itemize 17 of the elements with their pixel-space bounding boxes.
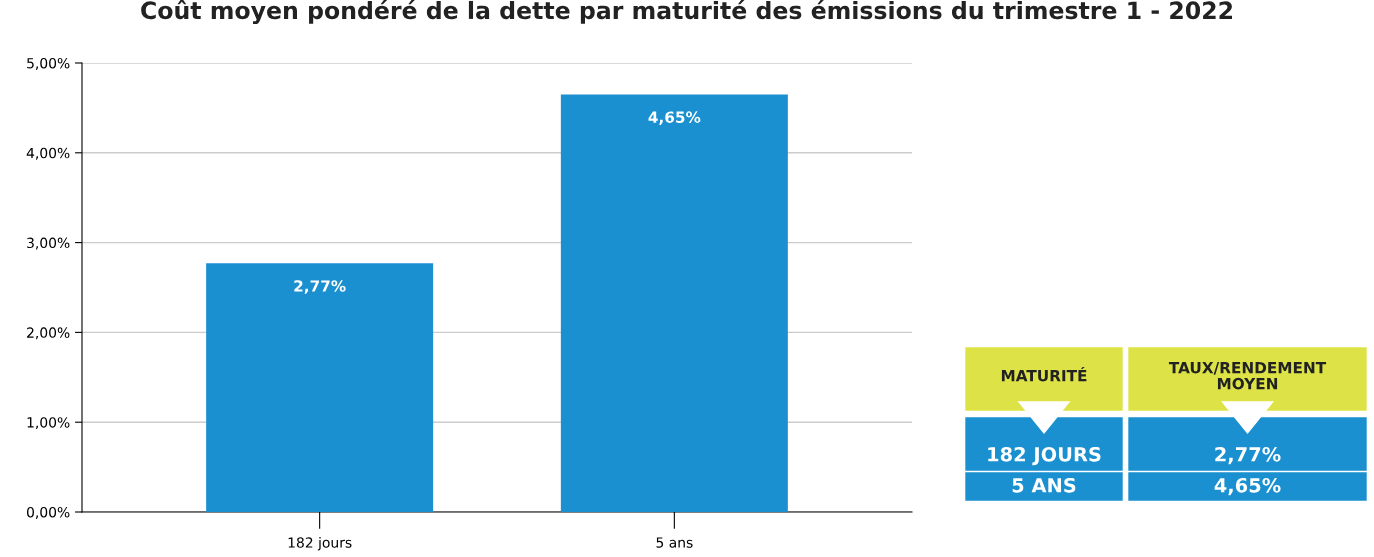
x-tick-label: 182 jours — [288, 537, 352, 551]
text: MATURITÉ — [1001, 367, 1087, 382]
chart-title: Coût moyen pondéré de la dette par maturité des émissions du trimestre 1 - 2022 — [141, 0, 1233, 24]
data-label: 4,65% — [648, 111, 701, 125]
text: 4,65% — [1214, 477, 1281, 496]
y-tick-label: 4,00% — [26, 147, 70, 160]
data-label: 2,77% — [294, 280, 346, 294]
y-tick-label: 2,00% — [27, 327, 70, 340]
x-tick-label: 5 ans — [656, 537, 693, 548]
y-tick-label: 1,00% — [27, 417, 70, 430]
text: 5 ANS — [1012, 477, 1076, 493]
y-tick-label: 0,00% — [26, 506, 70, 519]
text: 182 JOURS — [988, 446, 1101, 466]
y-tick-label: 5,00% — [27, 57, 70, 70]
text: TAUX/RENDEMENT MOYEN — [1168, 362, 1327, 390]
text: 2,77% — [1215, 446, 1281, 465]
y-tick-label: 3,00% — [27, 237, 70, 250]
